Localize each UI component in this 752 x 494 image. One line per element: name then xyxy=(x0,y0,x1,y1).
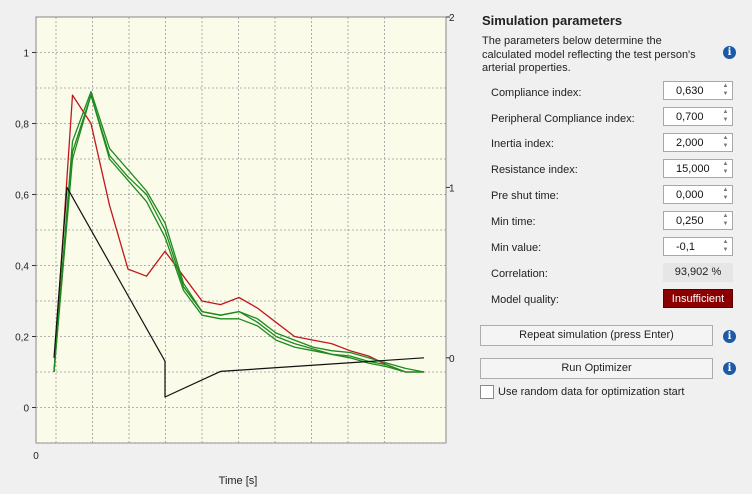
compliance-index-label: Compliance index: xyxy=(491,87,582,99)
model-quality-badge: Insufficient xyxy=(663,289,733,308)
min-time-spinbox[interactable]: ▲▼ xyxy=(663,211,733,230)
min-time-input[interactable] xyxy=(664,212,720,229)
left-tick-label: 0 xyxy=(23,404,29,415)
spin-down-icon[interactable]: ▼ xyxy=(722,143,729,149)
correlation-label: Correlation: xyxy=(491,268,548,280)
inertia-index-spinbox[interactable]: ▲▼ xyxy=(663,133,733,152)
x-axis-label: Time [s] xyxy=(219,475,258,487)
peripheral-compliance-index-label: Peripheral Compliance index: xyxy=(491,113,635,125)
resistance-index-label: Resistance index: xyxy=(491,164,578,176)
spin-down-icon[interactable]: ▼ xyxy=(722,247,729,253)
resistance-index-input[interactable] xyxy=(664,160,720,177)
pre-shut-time-input[interactable] xyxy=(664,186,720,203)
resistance-index-spinbox[interactable]: ▲▼ xyxy=(663,159,733,178)
series-line-black xyxy=(53,186,425,398)
spin-up-icon[interactable]: ▲ xyxy=(722,239,729,245)
min-value-spinbox[interactable]: ▲▼ xyxy=(663,237,733,256)
min-time-label: Min time: xyxy=(491,216,536,228)
spin-down-icon[interactable]: ▼ xyxy=(722,91,729,97)
inertia-index-label: Inertia index: xyxy=(491,138,554,150)
spin-up-icon[interactable]: ▲ xyxy=(722,187,729,193)
info-icon[interactable]: i xyxy=(723,46,736,59)
compliance-index-input[interactable] xyxy=(664,82,720,99)
left-tick-label: 0,2 xyxy=(15,333,29,344)
panel-title: Simulation parameters xyxy=(482,13,623,28)
simulation-parameters-panel: Simulation parameters The parameters bel… xyxy=(470,0,752,494)
run-optimizer-button[interactable]: Run Optimizer xyxy=(480,358,713,379)
spin-up-icon[interactable]: ▲ xyxy=(722,213,729,219)
model-quality-label: Model quality: xyxy=(491,294,559,306)
chart-lines xyxy=(53,90,425,398)
right-tick-label: 2 xyxy=(449,13,455,24)
panel-description: The parameters below determine the calcu… xyxy=(482,35,696,74)
spin-down-icon[interactable]: ▼ xyxy=(722,221,729,227)
info-icon[interactable]: i xyxy=(723,362,736,375)
chart-ticks: 1 0,8 0,6 0,4 0,2 0 2 1 0 0 xyxy=(15,13,455,462)
left-tick-label: 0,6 xyxy=(15,191,29,202)
correlation-value: 93,902 % xyxy=(663,263,733,282)
info-icon[interactable]: i xyxy=(723,330,736,343)
spin-up-icon[interactable]: ▲ xyxy=(722,161,729,167)
spin-up-icon[interactable]: ▲ xyxy=(722,83,729,89)
spin-down-icon[interactable]: ▼ xyxy=(722,169,729,175)
pre-shut-time-spinbox[interactable]: ▲▼ xyxy=(663,185,733,204)
left-tick-label: 0,8 xyxy=(15,120,29,131)
random-data-checkbox-label[interactable]: Use random data for optimization start xyxy=(498,386,685,398)
left-tick-label: 0,4 xyxy=(15,262,29,273)
right-tick-label: 1 xyxy=(449,183,455,194)
repeat-simulation-button[interactable]: Repeat simulation (press Enter) xyxy=(480,325,713,346)
spin-down-icon[interactable]: ▼ xyxy=(722,195,729,201)
random-data-checkbox[interactable] xyxy=(480,385,494,399)
x-tick-label: 0 xyxy=(33,451,39,462)
compliance-index-spinbox[interactable]: ▲▼ xyxy=(663,81,733,100)
pre-shut-time-label: Pre shut time: xyxy=(491,190,559,202)
series-line-red xyxy=(53,94,424,373)
left-tick-label: 1 xyxy=(23,49,29,60)
min-value-input[interactable] xyxy=(664,238,720,255)
right-tick-label: 0 xyxy=(449,354,455,365)
simulation-chart: 1 0,8 0,6 0,4 0,2 0 2 1 0 0 Time [s] xyxy=(15,13,455,487)
peripheral-compliance-index-input[interactable] xyxy=(664,108,720,125)
spin-up-icon[interactable]: ▲ xyxy=(722,109,729,115)
spin-down-icon[interactable]: ▼ xyxy=(722,117,729,123)
min-value-label: Min value: xyxy=(491,242,542,254)
series-line-green xyxy=(53,90,425,373)
spin-up-icon[interactable]: ▲ xyxy=(722,135,729,141)
peripheral-compliance-index-spinbox[interactable]: ▲▼ xyxy=(663,107,733,126)
inertia-index-input[interactable] xyxy=(664,134,720,151)
